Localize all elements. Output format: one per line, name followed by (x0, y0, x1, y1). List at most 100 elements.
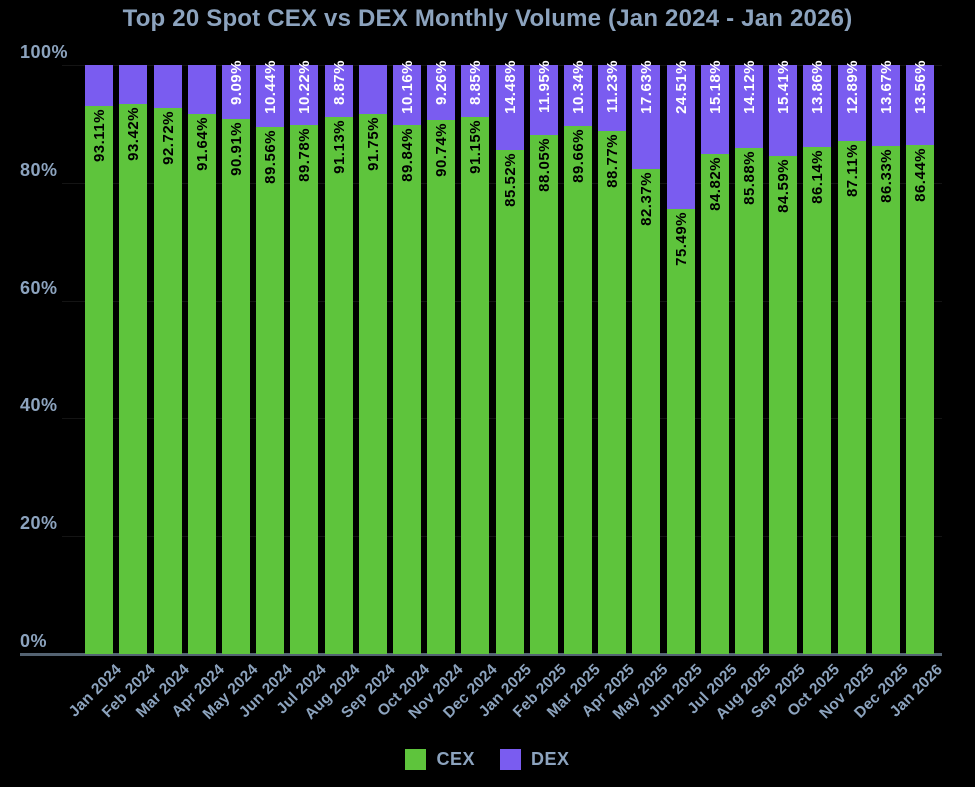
cex-segment[interactable] (188, 114, 216, 654)
cex-segment[interactable] (632, 168, 660, 654)
cex-datalabel: 85.88% (740, 151, 758, 206)
bar-jun-2024[interactable]: 10.44% 89.56% (256, 60, 284, 654)
cex-segment[interactable] (803, 146, 831, 654)
cex-datalabel: 93.11% (90, 108, 108, 162)
cex-segment[interactable] (598, 131, 626, 654)
bar-jul-2024[interactable]: 10.22% 89.78% (290, 60, 318, 654)
cex-datalabel-wrap: 86.14% (803, 150, 831, 204)
dex-segment[interactable] (154, 65, 182, 108)
bar-jun-2025[interactable]: 24.51% 75.49% (667, 60, 695, 654)
dex-datalabel: 10.44% (261, 60, 279, 114)
cex-datalabel: 89.78% (295, 128, 313, 183)
dex-segment[interactable] (222, 65, 250, 119)
bar-aug-2024[interactable]: 8.87% 91.13% (325, 60, 353, 654)
cex-datalabel-wrap: 87.11% (838, 144, 866, 197)
cex-segment[interactable] (359, 113, 387, 654)
cex-datalabel-wrap: 88.05% (530, 138, 558, 192)
bar-jan-2026[interactable]: 13.56% 86.44% (906, 60, 934, 654)
bar-may-2025[interactable]: 17.63% 82.37% (632, 60, 660, 654)
dex-datalabel: 15.41% (774, 60, 792, 114)
cex-segment[interactable] (325, 117, 353, 654)
dex-segment[interactable] (427, 65, 455, 120)
cex-datalabel-wrap: 93.42% (119, 107, 147, 161)
dex-segment[interactable] (906, 65, 934, 145)
bar-sep-2025[interactable]: 15.41% 84.59% (769, 60, 797, 654)
cex-segment[interactable] (564, 125, 592, 654)
cex-segment[interactable] (872, 145, 900, 654)
y-axis-tick-label: 60% (20, 278, 58, 298)
bar-jan-2024[interactable]: 93.11% (85, 65, 113, 654)
dex-segment[interactable] (564, 65, 592, 126)
dex-datalabel: 10.34% (569, 60, 587, 114)
cex-segment[interactable] (290, 125, 318, 654)
dex-segment[interactable] (359, 65, 387, 114)
dex-datalabel: 9.26% (432, 60, 450, 106)
dex-segment[interactable] (598, 65, 626, 132)
cex-segment[interactable] (701, 154, 729, 654)
dex-datalabel: 14.12% (740, 60, 758, 114)
bar-apr-2024[interactable]: 91.64% (188, 65, 216, 654)
bar-nov-2025[interactable]: 12.89% 87.11% (838, 60, 866, 654)
dex-segment[interactable] (119, 65, 147, 104)
dex-segment[interactable] (769, 65, 797, 156)
cex-segment[interactable] (393, 124, 421, 654)
dex-segment[interactable] (188, 65, 216, 115)
dex-segment[interactable] (325, 65, 353, 118)
dex-segment[interactable] (701, 65, 729, 155)
bar-aug-2025[interactable]: 14.12% 85.88% (735, 60, 763, 654)
cex-segment[interactable] (496, 150, 524, 654)
bar-apr-2025[interactable]: 11.23% 88.77% (598, 60, 626, 654)
bar-jul-2025[interactable]: 15.18% 84.82% (701, 60, 729, 654)
cex-datalabel: 89.66% (569, 128, 587, 183)
dex-segment[interactable] (667, 65, 695, 210)
dex-segment[interactable] (803, 65, 831, 147)
bar-mar-2024[interactable]: 92.72% (154, 65, 182, 654)
bar-sep-2024[interactable]: 91.75% (359, 65, 387, 654)
legend-item-cex[interactable]: CEX (405, 749, 475, 770)
cex-segment[interactable] (427, 119, 455, 654)
dex-segment[interactable] (85, 65, 113, 106)
x-axis-line (20, 653, 942, 656)
dex-segment[interactable] (632, 65, 660, 169)
bar-jan-2025[interactable]: 14.48% 85.52% (496, 60, 524, 654)
legend-item-dex[interactable]: DEX (500, 749, 570, 770)
cex-segment[interactable] (461, 117, 489, 654)
bar-dec-2025[interactable]: 13.67% 86.33% (872, 60, 900, 654)
bar-feb-2025[interactable]: 11.95% 88.05% (530, 60, 558, 654)
cex-segment[interactable] (769, 155, 797, 654)
dex-segment[interactable] (256, 65, 284, 127)
dex-segment[interactable] (838, 65, 866, 141)
cex-segment[interactable] (154, 107, 182, 654)
cex-segment[interactable] (667, 209, 695, 654)
cex-datalabel: 84.82% (706, 157, 724, 212)
bar-feb-2024[interactable]: 93.42% (119, 65, 147, 654)
bar-oct-2024[interactable]: 10.16% 89.84% (393, 60, 421, 654)
bar-nov-2024[interactable]: 9.26% 90.74% (427, 60, 455, 654)
cex-segment[interactable] (85, 105, 113, 654)
cex-segment[interactable] (119, 103, 147, 654)
cex-segment[interactable] (222, 118, 250, 654)
dex-segment[interactable] (496, 65, 524, 151)
dex-datalabel-wrap: 17.63% (632, 60, 660, 114)
bar-dec-2024[interactable]: 8.85% 91.15% (461, 60, 489, 654)
dex-segment[interactable] (735, 65, 763, 149)
dex-segment[interactable] (461, 65, 489, 118)
dex-segment[interactable] (290, 65, 318, 126)
cex-datalabel-wrap: 75.49% (667, 212, 695, 266)
cex-segment[interactable] (838, 140, 866, 654)
cex-segment[interactable] (530, 135, 558, 654)
dex-datalabel: 13.67% (877, 60, 895, 114)
dex-segment[interactable] (393, 65, 421, 125)
dex-segment[interactable] (872, 65, 900, 146)
dex-segment[interactable] (530, 65, 558, 136)
legend: CEX DEX (0, 749, 975, 770)
bar-mar-2025[interactable]: 10.34% 89.66% (564, 60, 592, 654)
bar-oct-2025[interactable]: 13.86% 86.14% (803, 60, 831, 654)
dex-datalabel-wrap: 13.56% (906, 60, 934, 114)
cex-segment[interactable] (256, 126, 284, 654)
legend-label-dex: DEX (531, 749, 570, 769)
cex-segment[interactable] (735, 148, 763, 654)
bar-may-2024[interactable]: 9.09% 90.91% (222, 60, 250, 654)
legend-label-cex: CEX (436, 749, 475, 769)
cex-segment[interactable] (906, 144, 934, 654)
